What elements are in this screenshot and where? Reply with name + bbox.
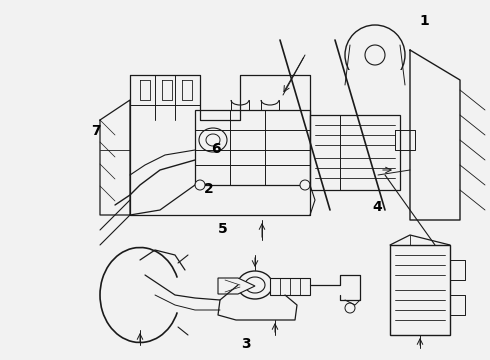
Polygon shape: [390, 245, 450, 335]
Polygon shape: [195, 110, 310, 185]
Polygon shape: [270, 278, 310, 295]
Text: 3: 3: [241, 337, 251, 351]
Polygon shape: [310, 115, 400, 190]
Text: 4: 4: [372, 200, 382, 214]
Polygon shape: [100, 30, 490, 220]
Polygon shape: [130, 70, 410, 215]
Circle shape: [345, 303, 355, 313]
Circle shape: [365, 45, 385, 65]
Circle shape: [345, 25, 405, 85]
Text: 6: 6: [211, 143, 220, 156]
Text: 7: 7: [91, 125, 100, 138]
Text: 5: 5: [218, 222, 228, 235]
Text: 2: 2: [203, 182, 213, 196]
Circle shape: [195, 180, 205, 190]
Polygon shape: [218, 278, 255, 294]
Circle shape: [300, 180, 310, 190]
Text: 1: 1: [419, 14, 429, 28]
